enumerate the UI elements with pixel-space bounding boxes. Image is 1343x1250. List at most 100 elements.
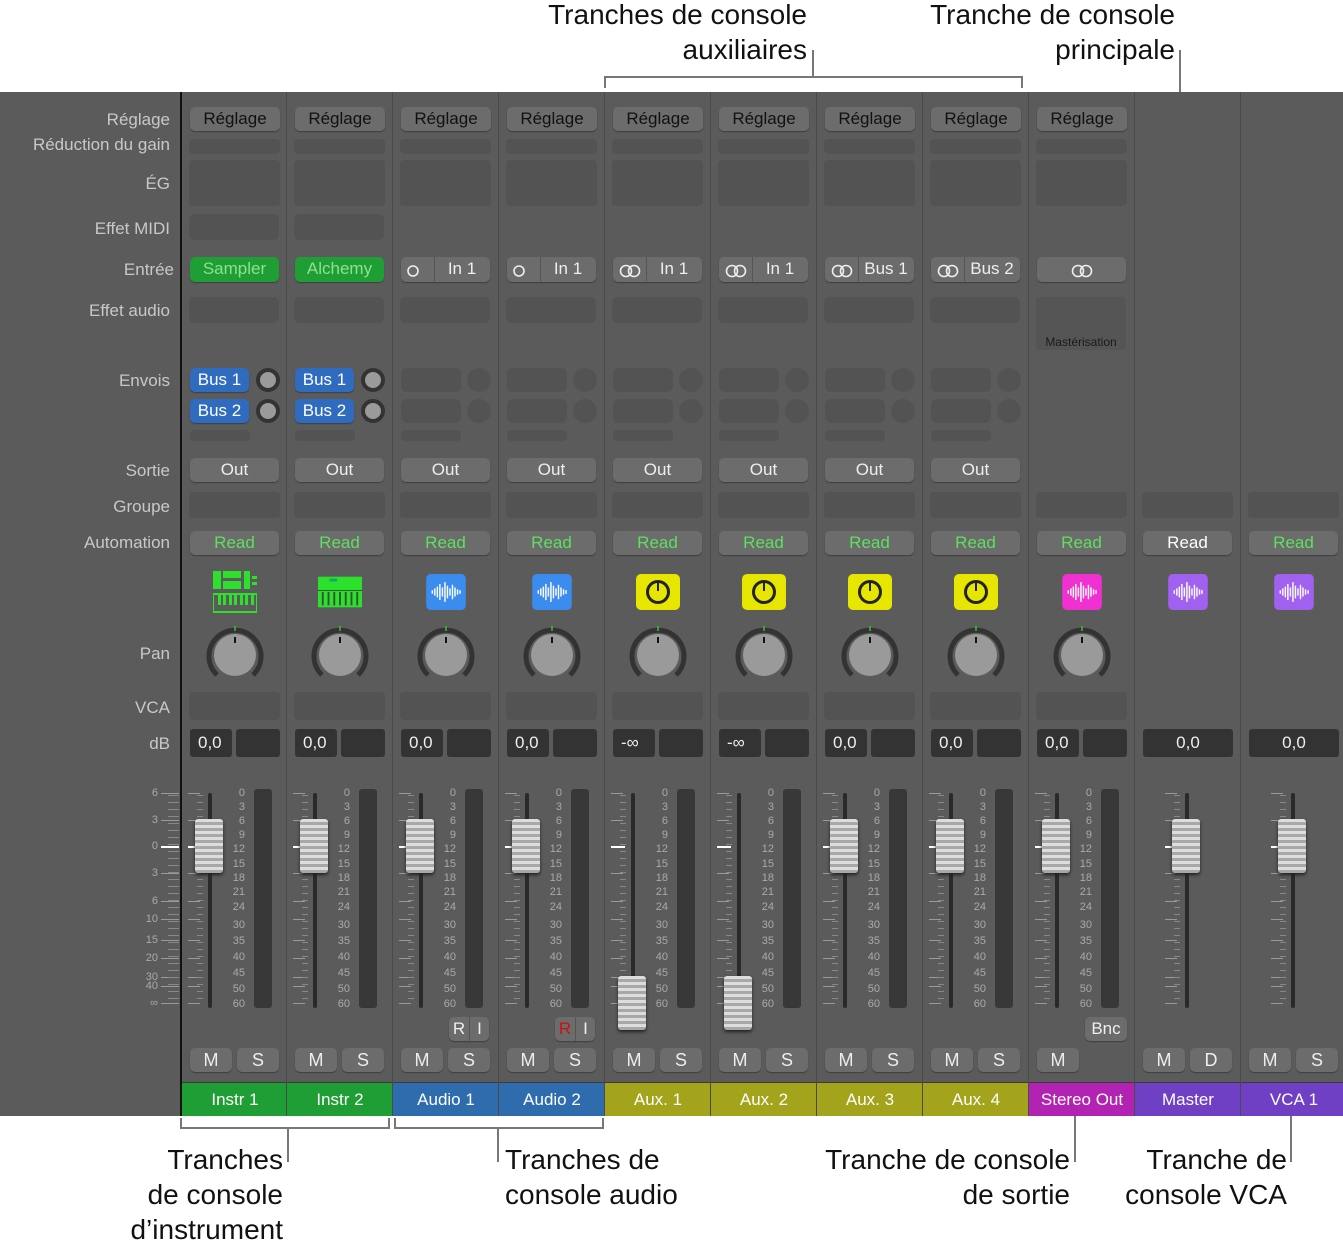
fader-track[interactable] <box>313 793 317 1008</box>
vca-slot[interactable] <box>400 692 491 720</box>
fader-track[interactable] <box>525 793 529 1008</box>
channel-name[interactable]: Aux. 2 <box>711 1082 817 1116</box>
input-button[interactable]: Bus 2 <box>931 257 1020 282</box>
solo-button[interactable]: S <box>342 1048 384 1072</box>
send-level-knob[interactable] <box>256 399 280 423</box>
solo-button[interactable]: S <box>872 1048 914 1072</box>
bounce-button[interactable]: Bnc <box>1085 1017 1127 1041</box>
automation-button[interactable]: Read <box>719 531 808 555</box>
mute-button[interactable]: M <box>719 1048 761 1072</box>
send-slot[interactable] <box>719 399 779 423</box>
automation-button[interactable]: Read <box>507 531 596 555</box>
send-slot[interactable] <box>613 399 673 423</box>
eq-display[interactable] <box>189 160 280 206</box>
input-monitor-button[interactable]: I <box>575 1017 595 1041</box>
fader-cap[interactable] <box>1172 819 1200 873</box>
automation-button[interactable]: Read <box>1249 531 1338 555</box>
group-slot[interactable] <box>1248 492 1339 518</box>
send-slot[interactable] <box>401 399 461 423</box>
input-button[interactable] <box>1037 257 1126 282</box>
channel-name[interactable]: Aux. 1 <box>605 1082 711 1116</box>
send-slot[interactable] <box>825 368 885 392</box>
fader-track[interactable] <box>1291 793 1295 1008</box>
group-slot[interactable] <box>506 492 597 518</box>
fader-cap[interactable] <box>724 976 752 1030</box>
group-slot[interactable] <box>294 492 385 518</box>
group-slot[interactable] <box>1036 492 1127 518</box>
fader-cap[interactable] <box>512 819 540 873</box>
send-slot[interactable] <box>401 368 461 392</box>
send-slot[interactable] <box>825 399 885 423</box>
mute-button[interactable]: M <box>1249 1048 1291 1072</box>
fader-track[interactable] <box>843 793 847 1008</box>
automation-button[interactable]: Read <box>613 531 702 555</box>
setting-button[interactable]: Réglage <box>190 107 280 131</box>
send-level-knob[interactable] <box>361 399 385 423</box>
pan-knob[interactable] <box>522 625 582 685</box>
audio-fx-slot[interactable] <box>612 297 702 323</box>
input-plugin-button[interactable]: Alchemy <box>295 257 384 282</box>
fader-track[interactable] <box>419 793 423 1008</box>
fader-cap[interactable] <box>195 819 223 873</box>
send-button[interactable]: Bus 1 <box>190 368 249 392</box>
fader-cap[interactable] <box>1042 819 1070 873</box>
audio-fx-slot[interactable] <box>294 297 384 323</box>
volume-db-display[interactable]: 0,0 <box>401 729 443 757</box>
setting-button[interactable]: Réglage <box>401 107 491 131</box>
audio-fx-slot[interactable] <box>930 297 1020 323</box>
send-slot[interactable] <box>507 368 567 392</box>
solo-button[interactable]: S <box>237 1048 279 1072</box>
mute-button[interactable]: M <box>613 1048 655 1072</box>
pan-knob[interactable] <box>734 625 794 685</box>
group-slot[interactable] <box>612 492 703 518</box>
channel-name[interactable]: VCA 1 <box>1241 1082 1343 1116</box>
eq-display[interactable] <box>612 160 703 206</box>
fader-track[interactable] <box>1185 793 1189 1008</box>
solo-button[interactable]: S <box>554 1048 596 1072</box>
send-slot[interactable] <box>931 399 991 423</box>
mute-button[interactable]: M <box>1143 1048 1185 1072</box>
eq-display[interactable] <box>930 160 1021 206</box>
pan-knob[interactable] <box>628 625 688 685</box>
setting-button[interactable]: Réglage <box>825 107 915 131</box>
solo-button[interactable]: S <box>1296 1048 1338 1072</box>
group-slot[interactable] <box>824 492 915 518</box>
vca-slot[interactable] <box>1036 692 1127 720</box>
pan-knob[interactable] <box>1052 625 1112 685</box>
channel-name[interactable]: Stereo Out <box>1029 1082 1135 1116</box>
fader-cap[interactable] <box>406 819 434 873</box>
volume-db-display[interactable]: 0,0 <box>507 729 549 757</box>
volume-db-display[interactable]: -∞ <box>719 729 761 757</box>
fader-cap[interactable] <box>830 819 858 873</box>
channel-name[interactable]: Audio 1 <box>393 1082 499 1116</box>
audio-fx-slot[interactable] <box>718 297 808 323</box>
send-slot[interactable] <box>507 399 567 423</box>
volume-db-display[interactable]: -∞ <box>613 729 655 757</box>
channel-name[interactable]: Aux. 4 <box>923 1082 1029 1116</box>
solo-button[interactable]: S <box>978 1048 1020 1072</box>
group-slot[interactable] <box>189 492 280 518</box>
output-button[interactable]: Out <box>719 458 808 482</box>
fader-track[interactable] <box>1055 793 1059 1008</box>
audio-fx-slot[interactable] <box>506 297 596 323</box>
fader-cap[interactable] <box>618 976 646 1030</box>
automation-button[interactable]: Read <box>401 531 490 555</box>
volume-db-display[interactable]: 0,0 <box>295 729 337 757</box>
input-button[interactable]: Bus 1 <box>825 257 914 282</box>
volume-db-display[interactable]: 0,0 <box>825 729 867 757</box>
group-slot[interactable] <box>1142 492 1233 518</box>
output-button[interactable]: Out <box>295 458 384 482</box>
eq-display[interactable] <box>294 160 385 206</box>
mute-button[interactable]: M <box>1037 1048 1079 1072</box>
vca-slot[interactable] <box>506 692 597 720</box>
record-enable-button[interactable]: R <box>558 1019 572 1038</box>
vca-slot[interactable] <box>930 692 1021 720</box>
output-button[interactable]: Out <box>401 458 490 482</box>
send-slot[interactable] <box>931 368 991 392</box>
volume-db-display[interactable]: 0,0 <box>1249 729 1339 757</box>
eq-display[interactable] <box>506 160 597 206</box>
automation-button[interactable]: Read <box>931 531 1020 555</box>
fader-cap[interactable] <box>300 819 328 873</box>
input-button[interactable]: In 1 <box>401 257 490 282</box>
volume-db-display[interactable]: 0,0 <box>1143 729 1233 757</box>
